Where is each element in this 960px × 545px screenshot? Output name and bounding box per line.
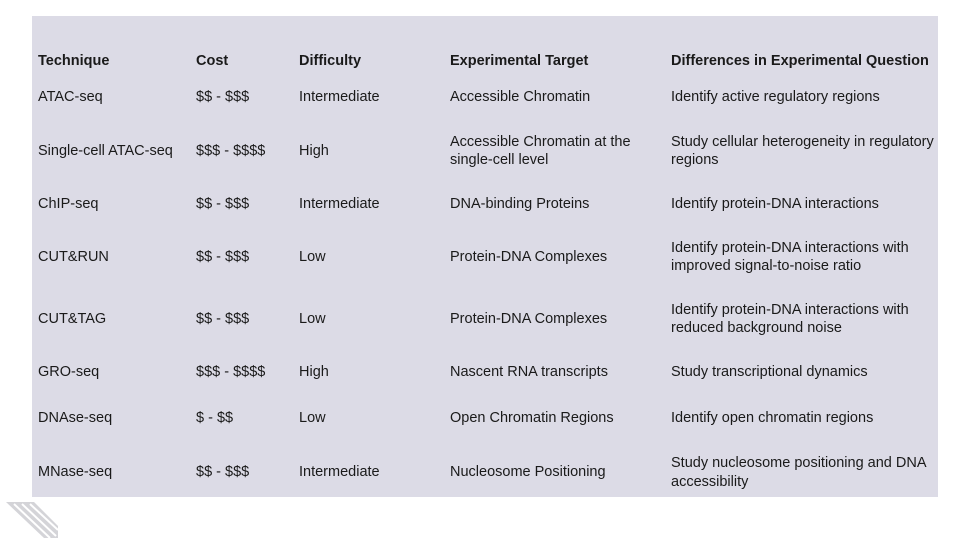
cell-cost: $$ - $$$: [196, 464, 250, 481]
cell-question: Study cellular heterogeneity in regulato…: [671, 133, 934, 169]
header-experimental-question: Differences in Experimental Question: [671, 52, 929, 69]
table-row: DNAse-seq $ - $$ Low Open Chromatin Regi…: [32, 395, 938, 442]
cell-question: Study nucleosome positioning and DNA acc…: [671, 455, 926, 490]
cell-technique: GRO-seq: [38, 364, 100, 381]
cell-difficulty: Low: [299, 248, 326, 265]
cell-cost: $$ - $$$: [196, 248, 250, 265]
header-cost: Cost: [196, 52, 229, 69]
table-row: MNase-seq $$ - $$$ Intermediate Nucleoso…: [32, 442, 938, 503]
cell-target: DNA-binding Proteins: [450, 196, 590, 213]
cell-technique: CUT&TAG: [38, 310, 107, 327]
cell-question: Identify protein-DNA interactions with r…: [671, 301, 909, 337]
striped-chevron-logo-icon: [4, 500, 60, 540]
table-row: ATAC-seq $$ - $$$ Intermediate Accessibl…: [32, 76, 938, 119]
table-row: ChIP-seq $$ - $$$ Intermediate DNA-bindi…: [32, 183, 938, 226]
table-row: CUT&RUN $$ - $$$ Low Protein-DNA Complex…: [32, 226, 938, 288]
table-header-row: Technique Cost Difficulty Experimental T…: [32, 16, 938, 76]
cell-cost: $$ - $$$: [196, 196, 250, 213]
technique-comparison-table: Technique Cost Difficulty Experimental T…: [32, 16, 938, 503]
cell-difficulty: Low: [299, 410, 326, 427]
cell-difficulty: Intermediate: [299, 464, 380, 481]
cell-cost: $$ - $$$: [196, 89, 250, 106]
cell-cost: $$$ - $$$$: [196, 364, 266, 381]
cell-technique: CUT&RUN: [38, 248, 109, 265]
cell-target: Accessible Chromatin at the single-cell …: [450, 133, 631, 169]
header-technique: Technique: [38, 52, 110, 69]
cell-question: Study transcriptional dynamics: [671, 364, 868, 381]
cell-technique: ATAC-seq: [38, 89, 103, 106]
cell-difficulty: Intermediate: [299, 196, 380, 213]
cell-difficulty: High: [299, 364, 329, 381]
cell-question: Identify protein-DNA interactions with i…: [671, 239, 909, 275]
technique-comparison-table-panel: Technique Cost Difficulty Experimental T…: [32, 16, 938, 497]
cell-cost: $ - $$: [196, 410, 234, 427]
cell-cost: $$$ - $$$$: [196, 142, 266, 159]
table-row: Single-cell ATAC-seq $$$ - $$$$ High Acc…: [32, 119, 938, 183]
cell-question: Identify open chromatin regions: [671, 410, 874, 427]
cell-technique: DNAse-seq: [38, 410, 113, 427]
cell-difficulty: Intermediate: [299, 89, 380, 106]
cell-question: Identify active regulatory regions: [671, 89, 880, 106]
header-difficulty: Difficulty: [299, 52, 362, 69]
cell-difficulty: High: [299, 142, 329, 159]
cell-target: Nucleosome Positioning: [450, 464, 606, 481]
header-experimental-target: Experimental Target: [450, 52, 589, 69]
cell-difficulty: Low: [299, 310, 326, 327]
table-row: GRO-seq $$$ - $$$$ High Nascent RNA tran…: [32, 350, 938, 395]
cell-target: Protein-DNA Complexes: [450, 248, 608, 265]
cell-target: Accessible Chromatin: [450, 89, 591, 106]
cell-technique: ChIP-seq: [38, 196, 99, 213]
cell-cost: $$ - $$$: [196, 310, 250, 327]
cell-question: Identify protein-DNA interactions: [671, 196, 879, 213]
cell-technique: Single-cell ATAC-seq: [38, 142, 173, 159]
cell-target: Nascent RNA transcripts: [450, 364, 608, 381]
cell-target: Open Chromatin Regions: [450, 410, 614, 427]
cell-technique: MNase-seq: [38, 464, 113, 481]
table-row: CUT&TAG $$ - $$$ Low Protein-DNA Complex…: [32, 288, 938, 350]
cell-target: Protein-DNA Complexes: [450, 310, 608, 327]
